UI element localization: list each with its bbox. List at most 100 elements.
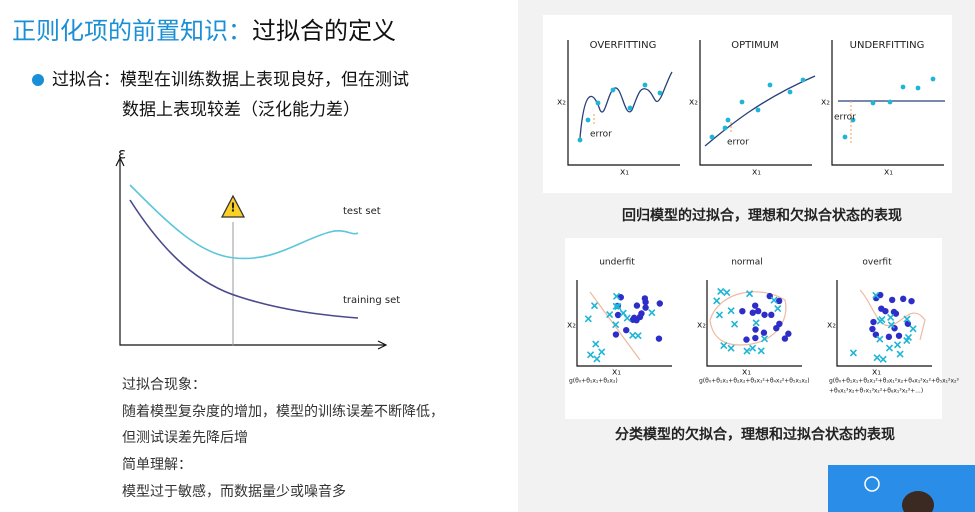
class-dot xyxy=(885,333,893,341)
class-dot xyxy=(629,316,637,323)
class-dot xyxy=(656,300,663,307)
class-dot xyxy=(633,302,641,309)
error-diagram: ε ! test set training set xyxy=(115,145,400,350)
panel-title: underfit xyxy=(599,258,635,268)
class-dot xyxy=(749,309,756,316)
bullet-line: 过拟合：模型在训练数据上表现良好，但在测试 xyxy=(52,70,409,90)
class-cross xyxy=(757,347,765,355)
class-cross xyxy=(584,315,592,323)
class-dot xyxy=(636,313,644,321)
class-cross xyxy=(717,287,725,296)
title-prefix: 正则化项的前置知识： xyxy=(12,17,252,45)
class-cross xyxy=(752,319,760,327)
sample-point xyxy=(900,84,906,90)
class-cross xyxy=(612,292,621,300)
caption: 分类模型的欠拟合，理想和过拟合状态的表现 xyxy=(615,426,895,443)
axes xyxy=(706,280,802,367)
note-line: 模型过于敏感，而数据量少或噪音多 xyxy=(122,483,346,500)
class-dot xyxy=(761,311,768,318)
class-dot xyxy=(785,330,792,337)
class-dot xyxy=(642,304,649,311)
y-label: x₂ xyxy=(689,98,698,108)
class-dot xyxy=(655,335,663,342)
class-cross xyxy=(593,355,601,363)
formula: g(θ₀+θ₁x₁+θ₂x₂+θ₃x₁²+θ₄x₂²+θ₅x₁x₂) xyxy=(699,378,810,385)
sample-point xyxy=(657,90,663,96)
title-main: 过拟合的定义 xyxy=(252,17,396,45)
curve-label: training set xyxy=(343,295,400,306)
class-cross xyxy=(746,290,754,298)
sample-point xyxy=(627,105,633,111)
class-cross xyxy=(590,302,599,310)
sample-point xyxy=(610,87,616,93)
class-cross xyxy=(879,355,887,363)
arrowheads xyxy=(115,156,388,350)
video-thumbnail xyxy=(828,465,975,512)
axes xyxy=(576,280,672,367)
sample-point xyxy=(887,99,893,105)
class-cross xyxy=(770,296,778,304)
y-label: x₂ xyxy=(827,321,836,331)
sample-point xyxy=(787,89,793,95)
class-cross xyxy=(893,341,902,349)
bullet-dot xyxy=(32,74,44,86)
class-dot xyxy=(878,305,885,312)
class-dot xyxy=(888,296,896,304)
sample-point xyxy=(800,77,806,83)
x-label: x₁ xyxy=(612,368,621,378)
y-label: ε xyxy=(118,145,126,163)
axes xyxy=(836,280,932,367)
sample-point xyxy=(870,100,876,106)
formula: g(θ₀+θ₁x₁+θ₂x₁²+θ₃x₁²x₂+θ₄x₁²x₂²+θ₅x₁²x₂… xyxy=(829,378,959,385)
sample-point xyxy=(585,117,591,123)
note-line: 过拟合现象： xyxy=(122,377,206,393)
class-dot xyxy=(752,302,759,309)
class-dot xyxy=(781,335,789,342)
bullet-line: 数据上表现较差（泛化能力差） xyxy=(122,100,360,120)
axes xyxy=(699,40,812,166)
class-dot xyxy=(623,326,630,334)
panel-title: normal xyxy=(731,258,763,268)
test-curve xyxy=(129,184,359,260)
video-icon xyxy=(864,476,880,492)
class-cross xyxy=(727,344,735,352)
class-cross xyxy=(598,348,606,356)
sample-point xyxy=(930,76,936,82)
class-cross xyxy=(715,311,724,319)
class-dot xyxy=(739,307,746,315)
fit-curve xyxy=(704,75,816,147)
axes xyxy=(831,40,944,166)
class-dot xyxy=(908,297,915,305)
class-dot xyxy=(743,336,750,343)
panel-title: OVERFITTING xyxy=(590,40,657,51)
class-dot xyxy=(773,324,780,332)
training-curve xyxy=(129,199,359,319)
class-cross xyxy=(903,336,911,345)
x-label: x₁ xyxy=(752,168,761,178)
class-dot xyxy=(642,298,649,306)
sample-point xyxy=(725,117,731,123)
class-cross xyxy=(648,309,656,317)
y-label: x₂ xyxy=(557,98,566,108)
class-cross xyxy=(872,291,880,299)
class-cross xyxy=(612,321,620,329)
regression-panel xyxy=(543,15,952,193)
class-dot xyxy=(614,311,622,319)
class-cross xyxy=(903,315,911,323)
sample-point xyxy=(915,85,921,91)
class-cross xyxy=(876,317,884,325)
sample-point xyxy=(842,134,848,140)
formula: g(θ₀+θ₁x₁+θ₂x₂) xyxy=(569,378,618,385)
class-dot xyxy=(760,329,768,336)
caption: 回归模型的过拟合，理想和欠拟合状态的表现 xyxy=(622,207,902,224)
class-dot xyxy=(869,325,876,333)
class-dot xyxy=(768,311,775,319)
panel-title: OPTIMUM xyxy=(731,40,779,51)
slide-title: 正则化项的前置知识：过拟合的定义 xyxy=(12,17,396,45)
sample-point xyxy=(850,117,856,123)
y-label: x₂ xyxy=(567,321,576,331)
class-cross xyxy=(723,289,731,297)
note-line: 简单理解： xyxy=(122,456,192,473)
class-dot xyxy=(890,308,898,316)
warning-icon xyxy=(220,194,246,218)
